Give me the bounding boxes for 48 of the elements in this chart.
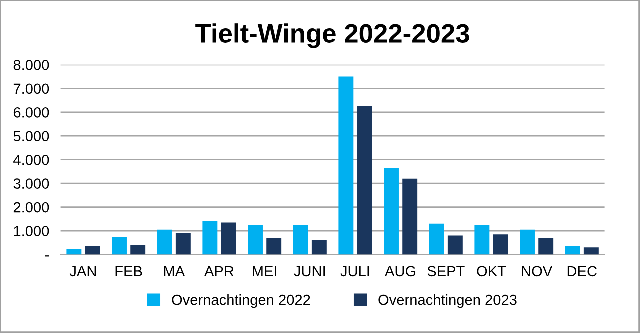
x-tick-label: MA — [164, 266, 186, 276]
x-tick-label: JULI — [340, 266, 370, 277]
bar — [357, 106, 372, 255]
x-tick-label: JUNI — [294, 266, 325, 277]
bar — [85, 246, 100, 255]
bar — [248, 225, 263, 255]
bar — [112, 236, 127, 255]
bar — [221, 222, 236, 255]
chart-title: Tielt-Winge 2022-2023 — [196, 24, 470, 48]
legend-label: Overnachtingen 2023 — [378, 294, 517, 308]
y-tick-label: 3.000 — [14, 178, 50, 189]
bar — [448, 236, 463, 255]
bar — [266, 238, 282, 255]
bar — [202, 222, 218, 255]
bar — [130, 245, 146, 255]
bar — [584, 248, 599, 255]
x-tick-label: OKT — [477, 266, 506, 277]
y-tick-label: 8.000 — [14, 60, 50, 70]
x-tick-label: SEPT — [428, 266, 465, 277]
bar — [493, 234, 508, 255]
y-tick-label: 6.000 — [14, 107, 50, 118]
x-tick-label: APR — [204, 266, 234, 276]
x-tick-label: JAN — [70, 266, 96, 277]
legend-label: Overnachtingen 2022 — [172, 294, 310, 308]
bar — [565, 246, 580, 255]
x-tick-label: NOV — [522, 266, 553, 277]
y-tick-label: 2.000 — [14, 202, 50, 213]
bar — [338, 76, 354, 255]
bar — [384, 168, 399, 255]
bar — [474, 225, 490, 255]
bar — [157, 230, 172, 255]
bar — [538, 238, 554, 255]
y-tick-label: 5.000 — [14, 131, 50, 142]
x-tick-label: AUG — [385, 266, 416, 277]
y-tick-label: 1.000 — [14, 226, 50, 236]
x-tick-label: FEB — [116, 266, 142, 276]
bar — [402, 178, 418, 255]
bar — [293, 225, 308, 255]
y-tick-label: 7.000 — [14, 84, 50, 94]
bar — [520, 230, 535, 255]
x-tick-label: DEC — [568, 266, 597, 277]
x-tick-label: MEI — [253, 266, 276, 276]
bar — [66, 250, 82, 255]
bar — [429, 224, 444, 255]
y-tick-label: - — [45, 256, 50, 257]
y-tick-label: 4.000 — [14, 154, 50, 166]
bar — [312, 240, 327, 255]
bar — [176, 233, 191, 255]
